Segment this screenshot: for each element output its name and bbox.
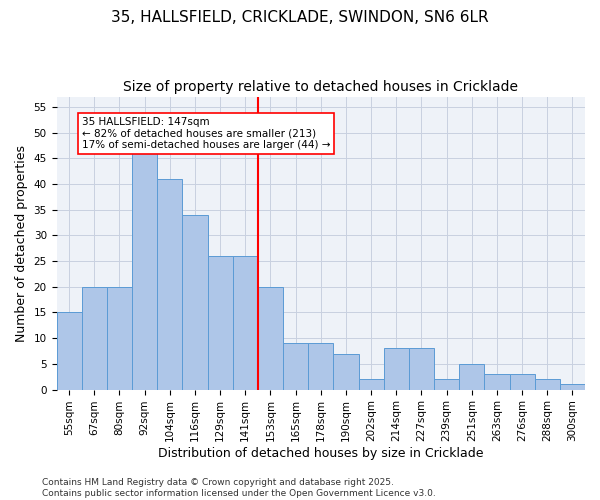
Bar: [208, 256, 233, 390]
Bar: [233, 256, 258, 390]
Text: Contains HM Land Registry data © Crown copyright and database right 2025.
Contai: Contains HM Land Registry data © Crown c…: [42, 478, 436, 498]
Bar: [359, 380, 383, 390]
Bar: [56, 312, 82, 390]
Bar: [434, 380, 459, 390]
Bar: [383, 348, 409, 390]
Bar: [484, 374, 509, 390]
Bar: [459, 364, 484, 390]
Bar: [535, 380, 560, 390]
Bar: [509, 374, 535, 390]
Bar: [132, 153, 157, 390]
Bar: [283, 344, 308, 390]
Bar: [182, 215, 208, 390]
Y-axis label: Number of detached properties: Number of detached properties: [15, 144, 28, 342]
Bar: [157, 179, 182, 390]
Bar: [258, 287, 283, 390]
X-axis label: Distribution of detached houses by size in Cricklade: Distribution of detached houses by size …: [158, 447, 484, 460]
Text: 35 HALLSFIELD: 147sqm
← 82% of detached houses are smaller (213)
17% of semi-det: 35 HALLSFIELD: 147sqm ← 82% of detached …: [82, 117, 330, 150]
Bar: [334, 354, 359, 390]
Bar: [560, 384, 585, 390]
Bar: [409, 348, 434, 390]
Title: Size of property relative to detached houses in Cricklade: Size of property relative to detached ho…: [123, 80, 518, 94]
Text: 35, HALLSFIELD, CRICKLADE, SWINDON, SN6 6LR: 35, HALLSFIELD, CRICKLADE, SWINDON, SN6 …: [111, 10, 489, 25]
Bar: [107, 287, 132, 390]
Bar: [82, 287, 107, 390]
Bar: [308, 344, 334, 390]
